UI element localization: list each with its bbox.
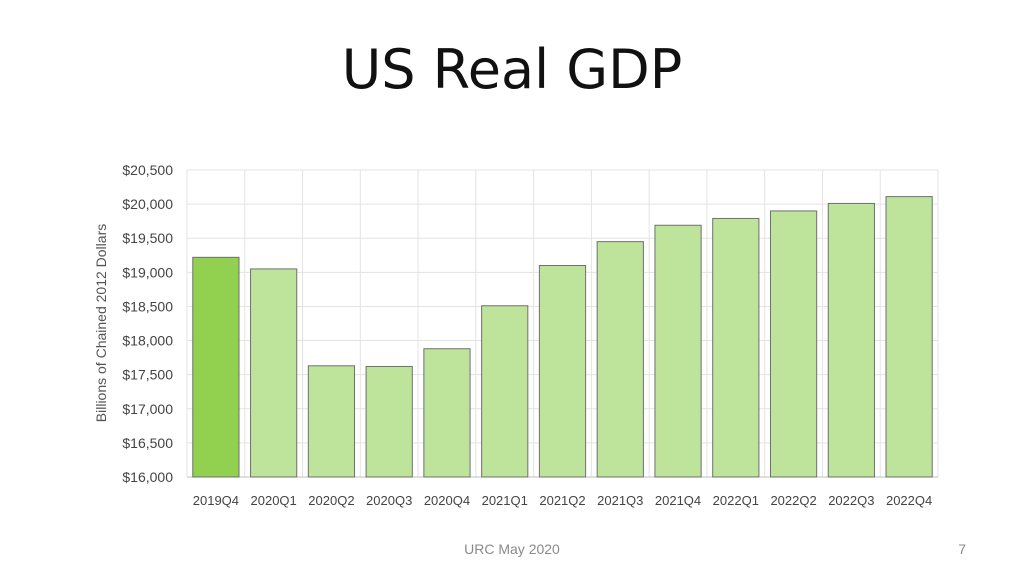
y-tick-label: $19,500 [122, 230, 173, 246]
y-tick-labels: $16,000 $16,500 $17,000 $17,500 $18,000 $18,5… [122, 162, 173, 485]
y-axis-label: Billions of Chained 2012 Dollars [93, 224, 109, 422]
x-tick-label: 2022Q3 [828, 493, 874, 508]
bar-2021Q2 [538, 265, 587, 478]
x-tick-label: 2020Q2 [308, 493, 354, 508]
bar-2020Q3 [365, 365, 413, 478]
x-tick-label: 2022Q1 [713, 493, 759, 508]
bars [192, 196, 933, 478]
bar-2022Q3 [827, 202, 875, 478]
bar-2021Q3 [596, 241, 644, 478]
y-tick-label: $20,000 [122, 196, 173, 212]
bar-2022Q2 [769, 210, 818, 478]
x-tick-label: 2021Q3 [597, 493, 643, 508]
x-tick-label: 2020Q1 [251, 493, 297, 508]
x-tick-label: 2022Q2 [770, 493, 816, 508]
x-tick-label: 2021Q2 [539, 493, 585, 508]
y-tick-label: $18,000 [122, 333, 173, 349]
y-tick-label: $17,500 [122, 367, 173, 383]
x-tick-label: 2021Q1 [482, 493, 528, 508]
y-tick-label: $16,500 [122, 435, 173, 451]
bar-2019Q4 [192, 256, 240, 478]
x-tick-labels: 2019Q4 2020Q1 2020Q2 2020Q3 2020Q4 2021Q1 2021… [193, 493, 932, 508]
y-tick-label: $19,000 [122, 264, 173, 280]
y-tick-label: $17,000 [122, 401, 173, 417]
y-tick-label: $16,000 [122, 469, 173, 485]
footer-text: URC May 2020 [464, 541, 560, 557]
bar-2022Q1 [712, 217, 760, 478]
bar-2020Q2 [307, 365, 356, 478]
x-tick-label: 2020Q4 [424, 493, 470, 508]
y-tick-label: $20,500 [122, 162, 173, 178]
slide-title: US Real GDP [341, 38, 683, 101]
bar-2021Q1 [481, 305, 529, 478]
x-tick-label: 2021Q4 [655, 493, 701, 508]
bar-2022Q4 [885, 196, 933, 478]
x-tick-label: 2020Q3 [366, 493, 412, 508]
page-number: 7 [958, 541, 966, 557]
x-tick-label: 2022Q4 [886, 493, 932, 508]
y-tick-label: $18,500 [122, 298, 173, 314]
bar-2021Q4 [654, 224, 702, 478]
bar-2020Q1 [250, 268, 298, 478]
x-tick-label: 2019Q4 [193, 493, 239, 508]
bar-2020Q4 [423, 348, 471, 478]
